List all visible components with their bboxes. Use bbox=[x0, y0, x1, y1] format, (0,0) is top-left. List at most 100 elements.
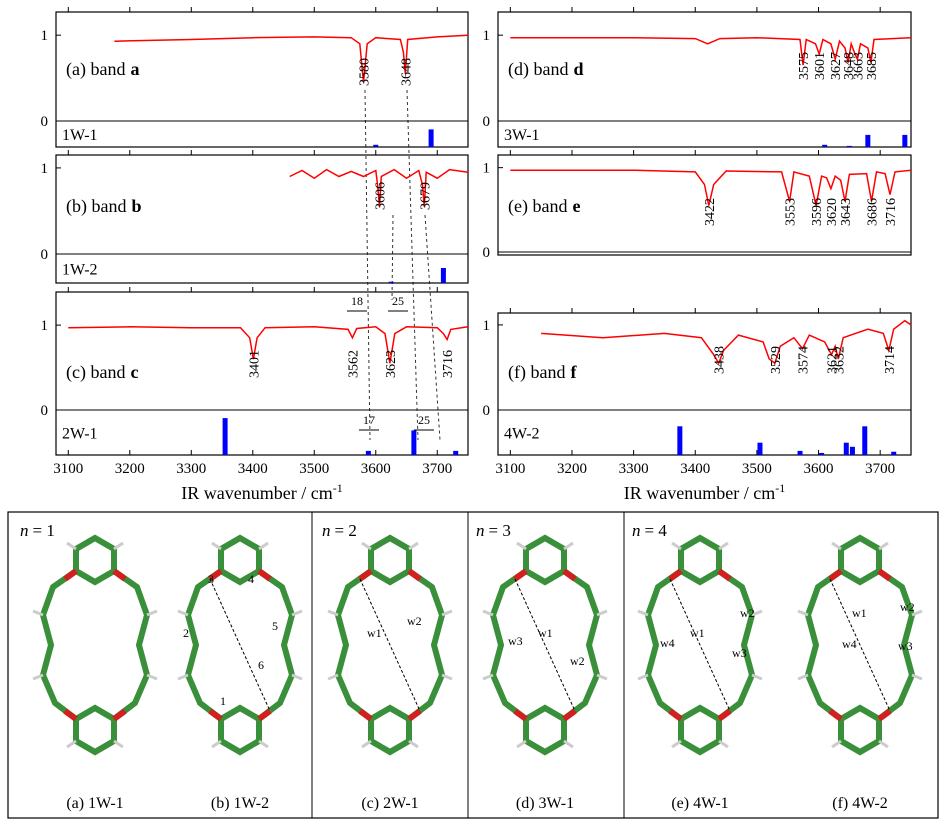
atom-label: 3 bbox=[208, 572, 214, 586]
y-tick-label: 0 bbox=[41, 114, 49, 130]
x-tick-label: 3600 bbox=[804, 461, 834, 477]
stick bbox=[223, 418, 228, 455]
molecule-label: (d) 3W-1 bbox=[516, 795, 574, 812]
atom-label: 1 bbox=[220, 694, 226, 708]
peak-label: 3438 bbox=[713, 346, 728, 374]
atom-label: w4 bbox=[842, 637, 857, 651]
panel-label: (c) bandc bbox=[66, 362, 138, 383]
stick bbox=[862, 426, 867, 455]
n-label: n= 3 bbox=[476, 521, 511, 540]
y-tick-label: 0 bbox=[483, 245, 491, 261]
y-tick-label: 0 bbox=[41, 247, 49, 263]
panel-label-bold: c bbox=[130, 362, 138, 382]
panel-label-text: (d) band bbox=[508, 59, 568, 80]
x-tick-label: 3400 bbox=[680, 461, 710, 477]
hbond bbox=[210, 579, 270, 711]
peak-label: 3686 bbox=[866, 198, 881, 226]
stick bbox=[891, 452, 896, 455]
panel-label-bold: f bbox=[570, 362, 577, 382]
n-var: n bbox=[20, 521, 29, 540]
stick bbox=[844, 443, 849, 455]
peak-label: 3422 bbox=[703, 198, 718, 226]
n-eq: = 2 bbox=[335, 521, 357, 540]
structures-frame bbox=[8, 512, 938, 818]
x-tick-label: 3100 bbox=[53, 461, 83, 477]
stick bbox=[798, 451, 803, 455]
panel-label: (b) bandb bbox=[66, 196, 142, 217]
peak-label: 3648 bbox=[399, 58, 414, 86]
molecule-label: (c) 2W-1 bbox=[361, 795, 418, 812]
hbond bbox=[515, 579, 575, 711]
panel-label-text: (b) band bbox=[66, 196, 126, 217]
spectrum bbox=[114, 35, 468, 82]
atom-label: 5 bbox=[272, 619, 278, 633]
spectrum bbox=[68, 327, 468, 364]
y-tick-label: 1 bbox=[41, 318, 49, 334]
x-axis-label-text: IR wavenumber / cm bbox=[624, 483, 775, 503]
peak-label: 3679 bbox=[418, 182, 433, 210]
panel-label-bold: e bbox=[572, 196, 580, 216]
stick bbox=[850, 447, 855, 455]
molecule-label: (b) 1W-2 bbox=[211, 795, 269, 812]
atom-label: w2 bbox=[570, 654, 585, 668]
peak-label: 3632 bbox=[832, 346, 847, 374]
peak-label: 3596 bbox=[810, 198, 825, 226]
atom-label: w2 bbox=[740, 606, 755, 620]
x-tick-label: 3500 bbox=[742, 461, 772, 477]
conformer-label: 1W-2 bbox=[62, 262, 98, 279]
stick bbox=[389, 282, 394, 283]
peak-label: 3553 bbox=[784, 198, 799, 226]
panel-label-text: (c) band bbox=[66, 362, 125, 383]
peak-label: 3716 bbox=[884, 198, 899, 226]
stick bbox=[819, 453, 824, 455]
y-tick-label: 1 bbox=[41, 28, 49, 44]
stick bbox=[441, 268, 446, 283]
panel-frame bbox=[56, 155, 468, 283]
molecule-label: (a) 1W-1 bbox=[66, 795, 123, 812]
figure: 01(a) banda358036481W-101(b) bandb360636… bbox=[0, 0, 944, 823]
atom-label: w1 bbox=[367, 626, 382, 640]
panel-label-bold: a bbox=[130, 59, 139, 79]
atom-label: w3 bbox=[508, 634, 523, 648]
panel-label-bold: d bbox=[573, 59, 583, 79]
stick bbox=[757, 443, 762, 455]
peak-label: 3601 bbox=[813, 52, 828, 80]
peak-label: 3714 bbox=[883, 346, 898, 374]
n-var: n bbox=[632, 521, 641, 540]
atom-label: w3 bbox=[898, 639, 913, 653]
peak-label: 3606 bbox=[373, 182, 388, 210]
stick bbox=[429, 129, 434, 147]
y-tick-label: 1 bbox=[483, 318, 491, 334]
peak-label: 3643 bbox=[839, 198, 854, 226]
panel-label-text: (e) band bbox=[508, 196, 567, 217]
n-var: n bbox=[322, 521, 331, 540]
panel-label-text: (a) band bbox=[66, 59, 125, 80]
shift-label: 18 bbox=[351, 294, 363, 308]
peak-label: 3580 bbox=[357, 58, 372, 86]
y-tick-label: 0 bbox=[41, 403, 49, 419]
hbond bbox=[670, 579, 730, 711]
molecule-label: (e) 4W-1 bbox=[671, 795, 728, 812]
atom-label: w3 bbox=[732, 646, 747, 660]
molecule-label: (f) 4W-2 bbox=[832, 795, 888, 812]
stick bbox=[411, 430, 416, 455]
n-eq: = 4 bbox=[645, 521, 668, 540]
stick bbox=[677, 426, 682, 455]
x-axis-label-sup: -1 bbox=[775, 481, 785, 495]
hbond bbox=[360, 579, 420, 711]
conformer-label: 2W-1 bbox=[62, 426, 98, 443]
atom-label: w1 bbox=[690, 626, 705, 640]
conformer-label: 4W-2 bbox=[504, 426, 540, 443]
x-tick-label: 3600 bbox=[361, 461, 391, 477]
x-tick-label: 3100 bbox=[495, 461, 525, 477]
n-label: n= 2 bbox=[322, 521, 357, 540]
stick bbox=[847, 146, 852, 147]
atom-label: 6 bbox=[258, 658, 264, 672]
x-tick-label: 3500 bbox=[299, 461, 329, 477]
x-axis-label-text: IR wavenumber / cm bbox=[181, 483, 332, 503]
stick bbox=[453, 451, 458, 455]
y-tick-label: 0 bbox=[483, 114, 491, 130]
conformer-label: 1W-1 bbox=[62, 127, 98, 144]
